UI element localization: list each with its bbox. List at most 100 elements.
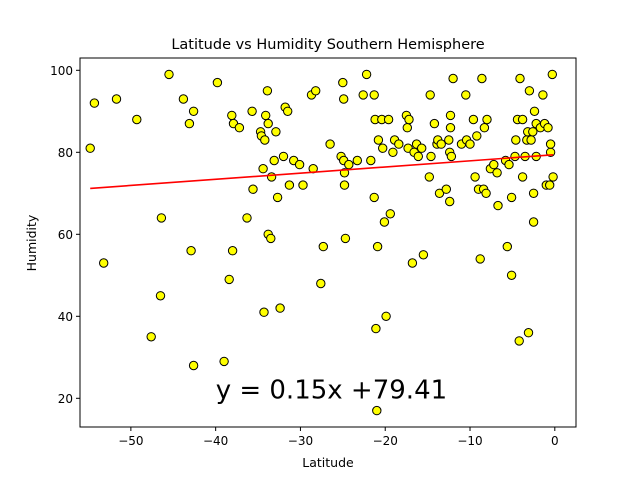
data-point (445, 110, 456, 121)
data-point (266, 233, 276, 244)
data-point (524, 86, 535, 96)
data-point (417, 143, 427, 153)
data-point (517, 172, 528, 182)
data-point (426, 151, 436, 162)
data-point (425, 90, 435, 100)
data-point (523, 328, 534, 338)
data-point (477, 73, 487, 84)
data-point (489, 159, 499, 170)
data-point (424, 172, 434, 182)
data-point (146, 332, 156, 342)
data-point (311, 86, 321, 96)
data-point (85, 143, 95, 153)
data-point (269, 155, 279, 166)
x-axis: −50 −40 −30 −20 −10 0 (118, 427, 559, 448)
data-point (383, 114, 394, 125)
data-point (506, 192, 517, 203)
data-point (247, 106, 257, 117)
data-point (482, 114, 492, 125)
data-point (369, 192, 379, 203)
data-point (528, 217, 539, 227)
data-point (402, 123, 412, 133)
data-point (338, 77, 348, 88)
data-point (339, 180, 350, 190)
data-point (340, 233, 351, 244)
data-point (184, 118, 195, 129)
data-point (479, 123, 490, 133)
data-point (465, 139, 475, 149)
x-tick-label: −40 (203, 434, 228, 448)
data-point (178, 94, 189, 104)
y-tick-label: 40 (58, 310, 73, 324)
data-point (318, 241, 328, 252)
data-point (258, 164, 268, 174)
x-tick-label: −50 (118, 434, 143, 448)
data-point (538, 90, 548, 100)
y-tick-label: 80 (58, 146, 73, 160)
data-point (275, 303, 285, 313)
data-point (445, 196, 455, 207)
data-point (529, 106, 540, 117)
data-point (444, 135, 454, 145)
data-point (272, 192, 283, 203)
data-point (339, 94, 349, 104)
data-point (263, 118, 273, 129)
data-point (271, 127, 281, 137)
data-point (510, 151, 520, 162)
data-point (514, 336, 524, 346)
data-point (278, 151, 289, 162)
data-point (188, 360, 199, 371)
data-point (475, 254, 485, 264)
x-tick-label: −30 (288, 434, 313, 448)
data-point (517, 114, 528, 125)
data-point (371, 323, 381, 334)
data-point (407, 258, 418, 268)
data-point (344, 159, 354, 170)
y-axis: 20 40 60 80 100 (50, 64, 80, 406)
data-point (372, 241, 383, 252)
data-point (448, 73, 458, 84)
x-tick-label: −10 (457, 434, 482, 448)
data-point (492, 168, 502, 178)
y-tick-label: 20 (58, 392, 73, 406)
data-point (543, 123, 553, 133)
data-point (379, 217, 390, 227)
data-point (283, 106, 293, 117)
data-point (259, 307, 269, 317)
data-point (224, 274, 234, 285)
data-point (186, 246, 196, 256)
data-point (234, 123, 245, 133)
data-point (366, 155, 376, 166)
data-point (381, 311, 391, 321)
data-point (413, 151, 423, 162)
y-axis-label: Humidity (24, 214, 39, 271)
data-point (89, 98, 100, 108)
y-tick-label: 60 (58, 228, 73, 242)
data-point (547, 69, 557, 80)
data-point (472, 131, 482, 141)
data-point (470, 172, 480, 182)
data-point (358, 90, 368, 100)
data-point (468, 114, 479, 125)
data-points (85, 69, 558, 416)
data-point (188, 106, 199, 117)
data-point (445, 123, 456, 133)
data-point (388, 147, 398, 158)
data-point (262, 86, 273, 96)
data-point (504, 159, 514, 170)
data-point (132, 114, 142, 125)
data-point (511, 135, 521, 145)
data-point (164, 69, 174, 80)
data-point (219, 356, 229, 367)
data-point (298, 180, 308, 190)
data-point (526, 135, 536, 145)
x-tick-label: −20 (373, 434, 398, 448)
data-point (284, 180, 295, 190)
data-point (528, 127, 538, 137)
data-point (378, 143, 388, 153)
data-point (429, 118, 440, 129)
data-point (352, 155, 362, 166)
data-point (212, 77, 223, 88)
data-point (227, 110, 237, 121)
